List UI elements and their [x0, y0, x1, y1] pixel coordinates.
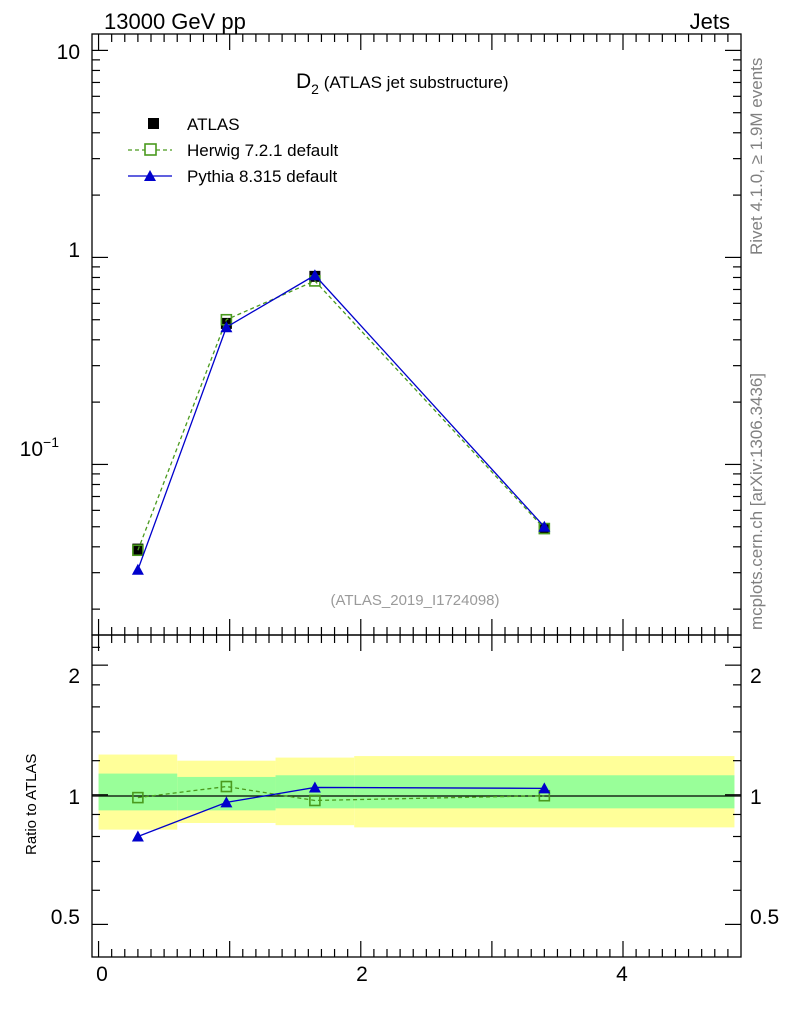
ratio-pythia-point [538, 782, 551, 794]
ratio-ytick-label-2-right: 2 [750, 665, 762, 688]
xtick-label-4: 4 [616, 963, 628, 986]
main-pythia-line [137, 274, 545, 570]
ratio-herwig-point [132, 791, 144, 804]
ytick-label-10: 10 [57, 41, 80, 64]
ytick-label-1: 1 [68, 239, 80, 262]
ratio-uncertainty-bands [98, 754, 735, 830]
main-herwig-point [132, 544, 144, 557]
mcplots-credit-label: mcplots.cern.ch [arXiv:1306.3436] [747, 373, 766, 630]
ratio-pythia-point [308, 781, 321, 793]
main-panel: 10 1 10−1 D2 (ATLAS jet substructure) (A… [20, 33, 742, 636]
rivet-version-label: Rivet 4.1.0, ≥ 1.9M events [747, 58, 766, 255]
ratio-series-group [131, 780, 551, 842]
legend-herwig-label: Herwig 7.2.1 default [187, 141, 338, 160]
main-series-group [131, 269, 551, 575]
legend-herwig-marker [144, 143, 157, 156]
header-left-label: 13000 GeV pp [104, 9, 246, 34]
ratio-herwig-point [309, 794, 321, 807]
main-pythia-point [131, 563, 144, 575]
plot-title: D2 (ATLAS jet substructure) [296, 70, 509, 97]
legend-pythia-marker [144, 170, 156, 181]
ratio-panel: 2 1 0.5 2 1 0.5 0 2 4 Ratio to ATLAS [23, 634, 779, 986]
legend: ATLAS Herwig 7.2.1 default Pythia 8.315 … [128, 115, 338, 186]
ratio-y-axis-label: Ratio to ATLAS [23, 754, 40, 855]
main-y-ticks [92, 49, 741, 610]
xtick-label-2: 2 [356, 963, 368, 986]
ratio-ytick-label-1-left: 1 [68, 786, 80, 809]
ratio-herwig-point [220, 780, 233, 793]
legend-atlas-label: ATLAS [187, 115, 240, 134]
analysis-id-label: (ATLAS_2019_I1724098) [330, 592, 499, 609]
main-pythia-point [220, 321, 233, 333]
ratio-ytick-label-2-left: 2 [68, 665, 80, 688]
ratio-x-ticks [97, 635, 729, 957]
xtick-label-0: 0 [96, 963, 108, 986]
main-x-ticks [97, 34, 729, 635]
ratio-pythia-point [220, 796, 233, 808]
ratio-ytick-label-0.5-left: 0.5 [51, 906, 80, 929]
legend-atlas-marker [148, 118, 159, 129]
ratio-ytick-label-1-right: 1 [750, 786, 762, 809]
main-pythia-point [538, 520, 551, 532]
main-pythia-point [308, 269, 321, 281]
ratio-herwig-line [137, 785, 545, 802]
ratio-y-ticks [92, 646, 741, 925]
ratio-pythia-point [131, 830, 144, 842]
ytick-label-0.1: 10−1 [20, 434, 60, 461]
ratio-pythia-line [137, 786, 545, 838]
legend-pythia-label: Pythia 8.315 default [187, 167, 338, 186]
header-right-label: Jets [690, 9, 730, 34]
ratio-ytick-label-0.5-right: 0.5 [750, 906, 779, 929]
main-herwig-line [137, 280, 545, 551]
